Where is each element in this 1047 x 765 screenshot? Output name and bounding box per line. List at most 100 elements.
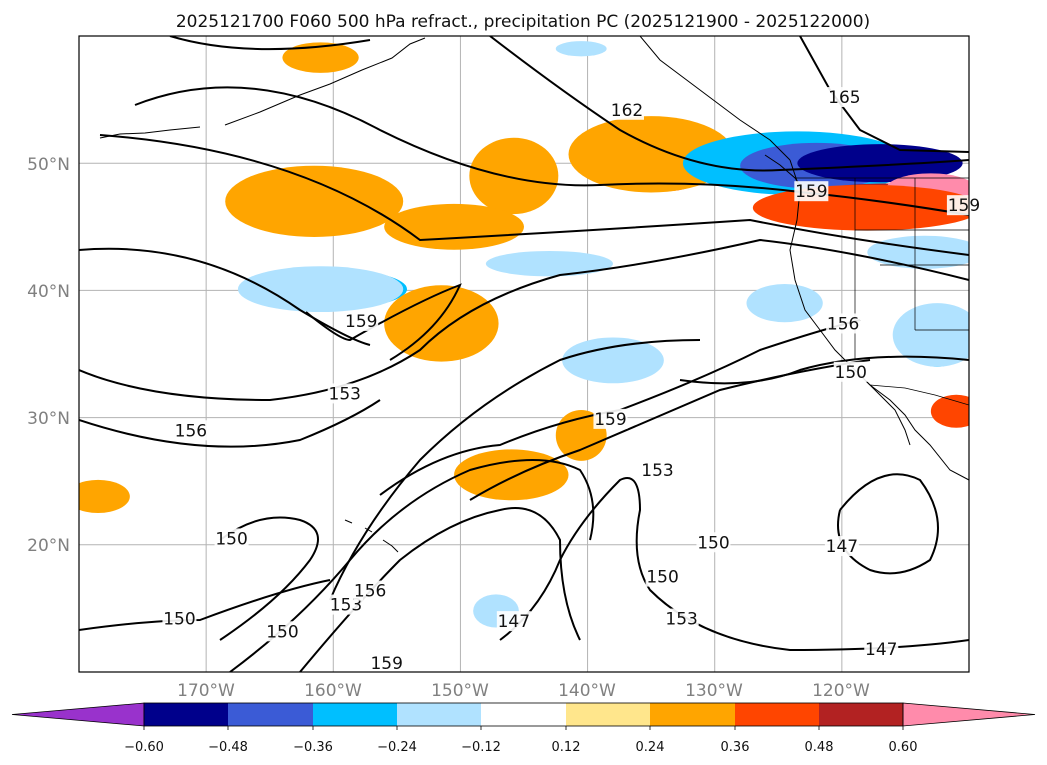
contour-150-central: [329, 339, 701, 601]
precip-region: [892, 303, 969, 367]
height-contours: [79, 36, 969, 672]
contour-label-halo: [696, 532, 731, 553]
lon-label-140w: 140°W: [558, 681, 616, 701]
graticule: [79, 36, 969, 672]
precip-region: [384, 285, 499, 362]
contour-label-halo: [946, 195, 981, 216]
contour-156-north: [99, 134, 969, 256]
contour-label-halo: [826, 313, 861, 334]
contour-label-halo: [162, 608, 197, 629]
contour-label: 159: [345, 312, 377, 332]
lon-label-160w: 160°W: [304, 681, 362, 701]
colorbar-segment: [144, 703, 228, 726]
contour-153-east: [469, 359, 871, 501]
coastline-alaska: [224, 37, 426, 126]
contour-label-halo: [833, 361, 868, 382]
contour-label-halo: [173, 420, 208, 441]
coastline-baja: [859, 374, 911, 446]
precip-region: [79, 479, 130, 513]
contour-label-halo: [824, 536, 859, 557]
contour-label: 153: [665, 610, 697, 630]
map-frame: [78, 35, 970, 673]
lat-label-50n: 50°N: [27, 155, 70, 175]
contour-label-halo: [640, 459, 675, 480]
precip-region: [469, 137, 559, 215]
contour-label: 165: [828, 88, 860, 108]
precip-region: [237, 266, 404, 313]
coastline-alaska-panhandle: [639, 36, 791, 161]
contour-label: 150: [697, 533, 729, 553]
border-us-mexico: [869, 384, 969, 406]
colorbar-tick-labels: −0.60 −0.48 −0.36 −0.24 −0.12 0.12 0.24 …: [124, 740, 917, 755]
contour-label: 159: [795, 182, 827, 202]
precip-region: [282, 42, 359, 73]
contour-150-south: [79, 579, 331, 631]
precip-region: [867, 235, 969, 269]
contour-label: 156: [827, 314, 859, 334]
colorbar-segment: [735, 703, 819, 726]
colorbar-tick-label: 0.12: [552, 740, 581, 755]
colorbar-tick-label: 0.48: [805, 740, 834, 755]
lat-label-30n: 30°N: [27, 409, 70, 429]
contour-label-halo: [864, 639, 899, 660]
contour-label: 150: [215, 529, 247, 549]
contour-153-mid: [79, 238, 969, 402]
contour-label-halo: [593, 408, 628, 429]
contour-153-south: [229, 459, 595, 672]
contour-147-cut: [837, 473, 939, 575]
colorbar-tick-label: −0.36: [293, 740, 333, 755]
contour-label: 156: [175, 421, 207, 441]
contour-label-halo: [344, 310, 379, 331]
colorbar-tick-label: −0.24: [377, 740, 417, 755]
contour-label: 147: [826, 537, 858, 557]
contour-label: 147: [498, 612, 530, 632]
contour-label-halo: [496, 611, 531, 632]
contour-label-halo: [645, 566, 680, 587]
contour-label: 159: [594, 410, 626, 430]
colorbar-tick-label: −0.12: [461, 740, 501, 755]
colorbar-segment: [313, 703, 397, 726]
colorbar: [11, 702, 1036, 730]
colorbar-tick-label: 0.60: [889, 740, 918, 755]
contour-label-halo: [664, 608, 699, 629]
map-background: [79, 36, 969, 672]
precip-region: [485, 250, 613, 277]
contour-150-east: [679, 355, 969, 385]
contour-label: 150: [266, 622, 298, 642]
precip-region: [797, 144, 963, 183]
contour-label: 162: [611, 101, 643, 121]
contour-label-halo: [265, 621, 300, 642]
colorbar-segment: [819, 703, 903, 726]
contour-label-halo: [327, 383, 362, 404]
lon-label-150w: 150°W: [431, 681, 489, 701]
contour-label-halo: [214, 528, 249, 549]
contour-159-west: [79, 247, 371, 346]
precip-region: [930, 394, 969, 428]
colorbar-extend-high: [902, 702, 1036, 727]
contour-label: 156: [354, 582, 386, 602]
contour-label: 153: [329, 384, 361, 404]
contour-labels: 162 165 159 159 159 153 156 159 153 150 156 150 150 1…: [162, 87, 981, 674]
contour-label: 159: [948, 196, 980, 216]
political-borders: [795, 177, 969, 406]
contour-162-b: [489, 36, 969, 172]
precip-region: [225, 165, 404, 237]
figure-title: 2025121700 F060 500 hPa refract., precip…: [176, 12, 870, 32]
contour-label: 150: [646, 568, 678, 588]
precip-region: [384, 203, 524, 250]
contour-150-sw: [219, 516, 319, 641]
contour-159-mid: [305, 283, 462, 361]
contour-label: 147: [865, 640, 897, 660]
colorbar-segment: [566, 703, 650, 726]
lat-label-40n: 40°N: [27, 282, 70, 302]
contour-label: 150: [163, 610, 195, 630]
contour-label-halo: [794, 181, 829, 202]
lon-label-120w: 120°W: [812, 681, 870, 701]
colorbar-extend-low: [11, 702, 145, 727]
lon-label-170w: 170°W: [177, 681, 235, 701]
lon-label-130w: 130°W: [685, 681, 743, 701]
border-state-lines: [854, 178, 969, 360]
colorbar-tick-label: 0.36: [721, 740, 750, 755]
colorbar-tick-label: −0.60: [124, 740, 164, 755]
